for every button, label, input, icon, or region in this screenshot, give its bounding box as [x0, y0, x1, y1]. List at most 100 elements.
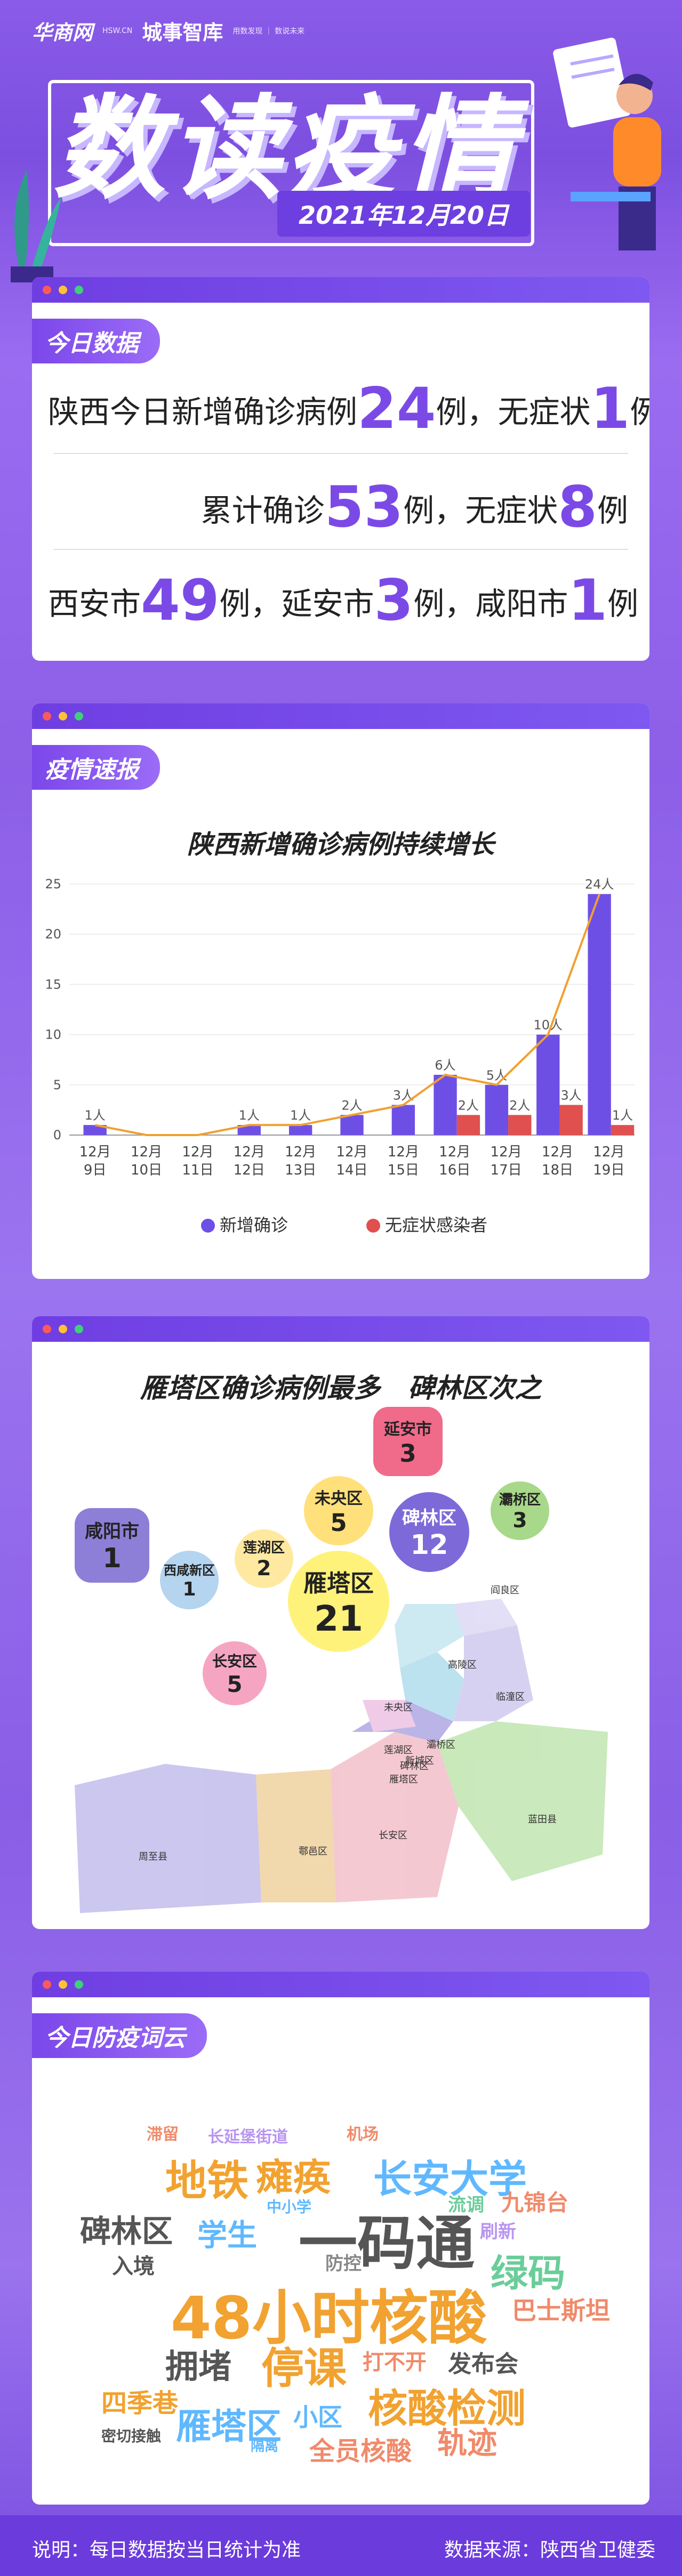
x-tick-label: 12月	[336, 1144, 367, 1160]
text-segment: 陕西今日新增确诊病例	[48, 394, 358, 430]
dot-yellow-icon	[59, 1325, 67, 1333]
cloud-word: 全员核酸	[309, 2436, 412, 2466]
divider	[53, 453, 628, 454]
section-title-today: 今日数据	[32, 319, 160, 363]
district-label: 鄠邑区	[299, 1846, 327, 1857]
dot-green-icon	[75, 286, 83, 294]
bar-confirmed	[536, 1034, 560, 1135]
bar-label-confirmed: 1人	[85, 1108, 106, 1123]
card-titlebar	[32, 1316, 649, 1342]
word-cloud-card: 今日防疫词云 滞留 长延堡街道 机场 地铁 瘫痪 长安大学 中小学 流调 九锦台 碑林区 学生 一码通…	[32, 1972, 649, 2505]
trend-line	[94, 894, 601, 1136]
map-title: 雁塔区确诊病例最多 碑林区次之	[140, 1373, 542, 1404]
bar-label-confirmed: 1人	[290, 1108, 311, 1123]
bar-confirmed	[485, 1084, 509, 1135]
y-tick-label: 20	[45, 927, 61, 942]
text-segment: 例，无症状	[403, 492, 558, 529]
cloud-word: 停课	[261, 2344, 347, 2393]
bar-confirmed	[434, 1074, 457, 1135]
bar-confirmed	[288, 1125, 312, 1135]
dot-red-icon	[43, 1325, 51, 1333]
x-tick-label: 12月	[388, 1144, 419, 1160]
dot-red-icon	[43, 1980, 51, 1989]
dot-red-icon	[43, 712, 51, 720]
map-bubble-6: 西咸新区 1	[160, 1551, 219, 1609]
cloud-word: 雁塔区	[176, 2406, 282, 2447]
yanan-number: 3	[374, 568, 414, 633]
y-tick-label: 5	[53, 1078, 61, 1092]
legend-label-confirmed: 新增确诊	[220, 1215, 288, 1235]
bubble-count: 5	[330, 1508, 347, 1537]
y-tick-label: 0	[53, 1128, 61, 1143]
x-tick-label: 12月	[491, 1144, 522, 1160]
bar-label-confirmed: 2人	[341, 1098, 362, 1113]
brand-sub-chengshi: 用数发现 ｜ 数说未来	[232, 27, 305, 36]
text-segment: 例	[630, 394, 649, 430]
bar-asymptomatic	[611, 1125, 635, 1135]
xian-map	[75, 1599, 608, 1913]
x-tick-label: 18日	[542, 1162, 573, 1178]
text-segment: 西安市	[48, 586, 141, 622]
bar-label-asymptomatic: 3人	[560, 1088, 581, 1103]
bar-confirmed	[340, 1115, 364, 1135]
xian-number: 49	[141, 568, 220, 633]
new-asymptomatic-number: 1	[590, 376, 630, 441]
map-bubble-1: 咸阳市 1	[75, 1508, 149, 1583]
cloud-word: 碑林区	[80, 2213, 173, 2249]
total-asymptomatic-number: 8	[558, 474, 597, 540]
text-segment: 例，延安市	[219, 586, 374, 622]
x-tick-label: 12月	[439, 1144, 470, 1160]
x-tick-label: 9日	[84, 1162, 107, 1178]
card-titlebar	[32, 703, 649, 729]
today-line-3: 西安市49例，延安市3例，咸阳市1例	[48, 568, 638, 633]
bar-confirmed	[237, 1125, 261, 1135]
cloud-word: 48小时核酸	[171, 2284, 487, 2352]
x-tick-label: 12月	[593, 1144, 624, 1160]
cloud-word: 入境	[112, 2254, 155, 2279]
map-card: 雁塔区确诊病例最多 碑林区次之 延安市 3 咸阳市 1 未央区 5 碑林区 12 灞桥区 3 莲湖区…	[32, 1316, 649, 1929]
x-tick-label: 14日	[336, 1162, 367, 1178]
cloud-word: 小区	[293, 2403, 342, 2432]
legend-marker-confirmed	[201, 1219, 215, 1233]
bar-label-confirmed: 5人	[486, 1068, 507, 1083]
district-label: 阎良区	[491, 1585, 519, 1596]
bar-label-asymptomatic: 2人	[509, 1098, 530, 1113]
bubble-count: 2	[256, 1557, 271, 1581]
cloud-word: 轨迹	[437, 2426, 497, 2461]
y-tick-label: 25	[45, 877, 61, 892]
bar-label-confirmed: 1人	[239, 1108, 260, 1123]
map-bubble-3: 碑林区 12	[389, 1492, 469, 1572]
bar-label-confirmed: 6人	[435, 1058, 455, 1073]
district-label: 雁塔区	[389, 1774, 418, 1785]
x-tick-label: 12月	[182, 1144, 213, 1160]
text-segment: 累计确诊	[200, 492, 325, 529]
footer-source: 数据来源：陕西省卫健委	[444, 2539, 655, 2561]
brand-sub-huashang: HSW.CN	[102, 26, 133, 35]
district-label: 蓝田县	[528, 1814, 557, 1825]
bubble-count: 21	[314, 1598, 363, 1639]
district-label: 未央区	[384, 1702, 413, 1713]
cloud-word: 拥堵	[165, 2347, 232, 2386]
today-line-1: 陕西今日新增确诊病例24例，无症状1例	[48, 376, 649, 441]
x-tick-label: 12月	[131, 1144, 162, 1160]
cloud-word: 学生	[197, 2218, 257, 2253]
bar-confirmed	[391, 1105, 415, 1135]
cloud-word: 滞留	[147, 2125, 179, 2144]
dot-yellow-icon	[59, 286, 67, 294]
y-tick-label: 10	[45, 1027, 61, 1042]
y-tick-label: 15	[45, 977, 61, 992]
date-badge: 2021年12月20日	[277, 191, 531, 237]
dot-green-icon	[75, 1325, 83, 1333]
card-titlebar	[32, 277, 649, 303]
divider	[53, 549, 628, 550]
dot-green-icon	[75, 1980, 83, 1989]
today-line-2: 累计确诊53例，无症状8例	[201, 474, 628, 540]
bubble-name: 西咸新区	[164, 1563, 215, 1578]
cloud-word: 长安大学	[373, 2157, 527, 2201]
map-bubble-0: 延安市 3	[373, 1407, 443, 1476]
bubble-count: 12	[410, 1529, 448, 1561]
cloud-word: 机场	[347, 2125, 379, 2144]
cloud-word: 地铁	[165, 2157, 249, 2205]
bubble-count: 3	[512, 1509, 527, 1533]
bubble-count: 1	[182, 1578, 196, 1600]
